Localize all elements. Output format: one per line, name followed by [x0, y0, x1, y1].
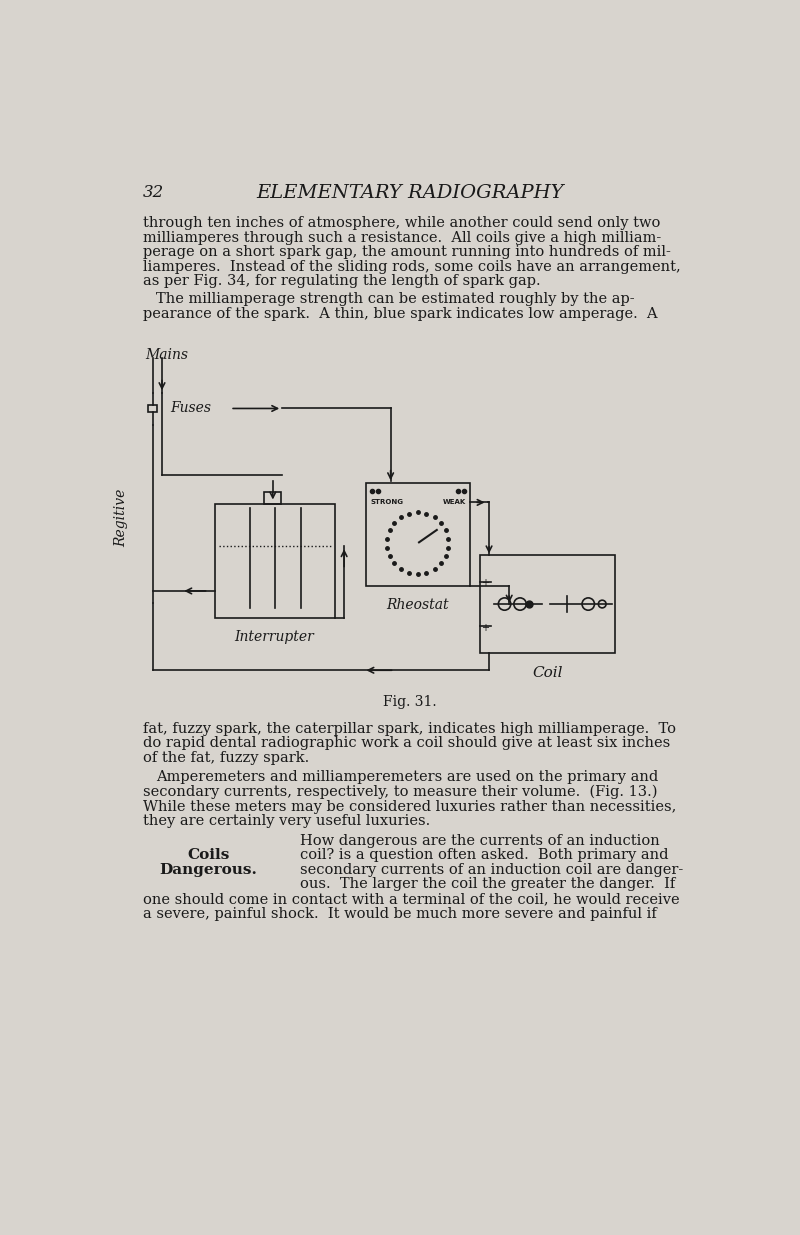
- Text: liamperes.  Instead of the sliding rods, some coils have an arrangement,: liamperes. Instead of the sliding rods, …: [142, 259, 680, 274]
- Text: Dangerous.: Dangerous.: [159, 863, 258, 877]
- Bar: [264, 493, 282, 504]
- Text: While these meters may be considered luxuries rather than necessities,: While these meters may be considered lux…: [142, 799, 676, 814]
- Text: coil? is a question often asked.  Both primary and: coil? is a question often asked. Both pr…: [300, 848, 669, 862]
- Text: as per Fig. 34, for regulating the length of spark gap.: as per Fig. 34, for regulating the lengt…: [142, 274, 540, 289]
- Text: +: +: [482, 578, 490, 588]
- Text: Regitive: Regitive: [114, 489, 129, 547]
- Text: ous.  The larger the coil the greater the danger.  If: ous. The larger the coil the greater the…: [300, 877, 675, 892]
- Text: do rapid dental radiographic work a coil should give at least six inches: do rapid dental radiographic work a coil…: [142, 736, 670, 751]
- Text: The milliamperage strength can be estimated roughly by the ap-: The milliamperage strength can be estima…: [156, 293, 634, 306]
- Text: Coil: Coil: [532, 666, 562, 679]
- Text: Rheostat: Rheostat: [386, 598, 449, 611]
- Text: Amperemeters and milliamperemeters are used on the primary and: Amperemeters and milliamperemeters are u…: [156, 771, 658, 784]
- Text: of the fat, fuzzy spark.: of the fat, fuzzy spark.: [142, 751, 309, 766]
- Text: Fig. 31.: Fig. 31.: [383, 695, 437, 709]
- Bar: [214, 504, 335, 618]
- Text: through ten inches of atmosphere, while another could send only two: through ten inches of atmosphere, while …: [142, 216, 660, 230]
- Text: fat, fuzzy spark, the caterpillar spark, indicates high milliamperage.  To: fat, fuzzy spark, the caterpillar spark,…: [142, 721, 676, 736]
- Text: Fuses: Fuses: [170, 401, 210, 415]
- Bar: [480, 555, 615, 653]
- Text: a severe, painful shock.  It would be much more severe and painful if: a severe, painful shock. It would be muc…: [142, 906, 656, 920]
- Text: STRONG: STRONG: [370, 499, 403, 505]
- Text: WEAK: WEAK: [442, 499, 466, 505]
- Text: 32: 32: [142, 184, 164, 201]
- Text: ELEMENTARY RADIOGRAPHY: ELEMENTARY RADIOGRAPHY: [256, 184, 564, 203]
- Text: pearance of the spark.  A thin, blue spark indicates low amperage.  A: pearance of the spark. A thin, blue spar…: [142, 306, 658, 321]
- Text: secondary currents of an induction coil are danger-: secondary currents of an induction coil …: [300, 863, 683, 877]
- Text: milliamperes through such a resistance.  All coils give a high milliam-: milliamperes through such a resistance. …: [142, 231, 661, 245]
- Text: How dangerous are the currents of an induction: How dangerous are the currents of an ind…: [300, 834, 660, 847]
- Text: Interrupter: Interrupter: [234, 630, 314, 645]
- Text: perage on a short spark gap, the amount running into hundreds of mil-: perage on a short spark gap, the amount …: [142, 246, 670, 259]
- Text: secondary currents, respectively, to measure their volume.  (Fig. 13.): secondary currents, respectively, to mea…: [142, 785, 657, 799]
- Text: one should come in contact with a terminal of the coil, he would receive: one should come in contact with a termin…: [142, 892, 679, 906]
- Text: +: +: [482, 622, 490, 632]
- Text: they are certainly very useful luxuries.: they are certainly very useful luxuries.: [142, 814, 430, 829]
- Bar: [148, 405, 158, 412]
- Text: Coils: Coils: [187, 848, 230, 862]
- Bar: [366, 483, 470, 585]
- Text: Mains: Mains: [145, 348, 188, 362]
